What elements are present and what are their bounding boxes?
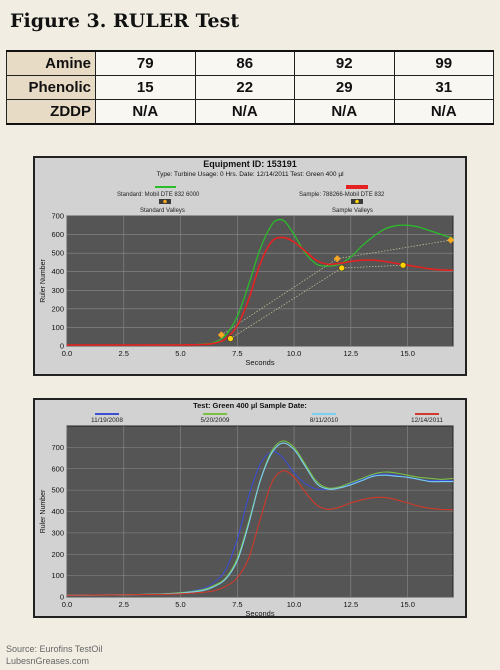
table-cell: 79 [95,50,196,76]
x-tick-label: 7.5 [232,349,242,358]
y-tick-label: 400 [51,267,64,276]
table-cell: 22 [194,75,295,100]
sample-valley-marker [399,261,407,269]
y-tick-label: 600 [51,230,64,239]
chart-svg: Equipment ID: 153191 Type: Turbine Usage:… [40,159,455,367]
y-tick-label: 400 [51,507,64,516]
x-tick-label: 10.0 [287,600,302,609]
table-cell: 31 [393,75,494,100]
row-label: Amine [6,50,96,76]
table-row: ZDDP N/A N/A N/A N/A [6,99,494,125]
table-row: Phenolic 15 22 29 31 [6,75,494,100]
legend-label: 11/19/2008 [91,417,123,424]
legend-label: Standard: Mobil DTE 832 6000 [117,192,200,198]
series-line [67,236,454,346]
chart-title: Test: Green 400 µl Sample Date: [193,401,307,410]
chart-subtitle: Type: Turbine Usage: 0 Hrs. Date: 12/14/… [156,171,344,178]
x-axis-label: Seconds [245,609,274,616]
y-axis-label: Ruler Number [40,259,47,303]
table-cell: 15 [95,75,196,100]
x-tick-label: 5.0 [175,349,185,358]
ruler-chart-equipment: Equipment ID: 153191 Type: Turbine Usage:… [33,156,467,376]
legend-marker [355,199,359,204]
series-line [66,440,454,596]
table-cell: 99 [393,50,494,76]
ruler-chart-history: Test: Green 400 µl Sample Date: 11/19/200… [33,398,467,618]
legend-marker [163,199,167,204]
series-line [67,218,454,346]
table-cell: 29 [294,75,395,100]
table-cell: 86 [194,50,295,76]
x-tick-label: 15.0 [400,600,415,609]
x-tick-label: 10.0 [287,349,302,358]
sample-valley-marker [227,335,234,342]
y-tick-label: 600 [51,464,64,473]
row-label: Phenolic [6,75,96,100]
x-tick-label: 7.5 [232,600,242,609]
source-note: Source: Eurofins TestOil LubesnGreases.c… [6,643,102,667]
y-tick-label: 200 [51,304,64,313]
source-line: LubesnGreases.com [6,656,90,666]
x-tick-label: 2.5 [119,349,129,358]
table-cell: N/A [294,99,395,125]
legend-label: Sample Valleys [332,208,373,214]
plot-area [66,215,454,347]
source-line: Source: Eurofins TestOil [6,644,103,654]
x-tick-label: 5.0 [175,600,185,609]
x-tick-label: 0.0 [62,349,72,358]
legend-label: 8/11/2010 [310,417,339,424]
y-tick-label: 0 [60,593,64,602]
table-cell: 92 [294,50,395,76]
table-cell: N/A [95,99,196,125]
standard-valley-marker [447,236,455,244]
legend-label: Standard Valleys [140,208,185,214]
x-axis-label: Seconds [245,358,274,367]
y-tick-label: 100 [51,323,64,332]
x-tick-label: 15.0 [400,349,415,358]
sample-valley-marker [338,264,346,272]
standard-valley-marker [333,255,341,263]
y-tick-label: 0 [60,342,64,351]
chart-title: Equipment ID: 153191 [203,159,297,169]
y-tick-label: 300 [51,528,64,537]
y-tick-label: 500 [51,486,64,495]
figure-title: Figure 3. RULER Test [10,10,240,32]
table-cell: N/A [194,99,295,125]
series-line [66,470,454,596]
y-tick-label: 300 [51,286,64,295]
legend-label: 5/20/2009 [201,417,230,424]
y-tick-label: 100 [51,571,64,580]
chart-svg: Test: Green 400 µl Sample Date: 11/19/200… [40,401,454,616]
series-line [66,442,453,596]
x-tick-label: 12.5 [344,349,359,358]
y-axis-label: Ruler Number [40,489,47,533]
y-tick-label: 200 [51,550,64,559]
results-table: Amine 79 86 92 99 Phenolic 15 22 29 31 Z… [6,50,494,125]
y-tick-label: 500 [51,249,64,258]
row-label: ZDDP [6,99,96,125]
table-cell: N/A [393,99,494,125]
table-row: Amine 79 86 92 99 [6,50,494,76]
legend-swatch [346,185,368,189]
standard-valley-marker [217,331,225,339]
y-tick-label: 700 [51,443,64,452]
x-tick-label: 2.5 [119,600,129,609]
x-tick-label: 0.0 [62,600,72,609]
legend-label: 12/14/2011 [411,417,443,424]
y-tick-label: 700 [51,212,64,221]
x-tick-label: 12.5 [344,600,359,609]
legend-label: Sample: 788266-Mobil DTE 832 [299,192,385,198]
